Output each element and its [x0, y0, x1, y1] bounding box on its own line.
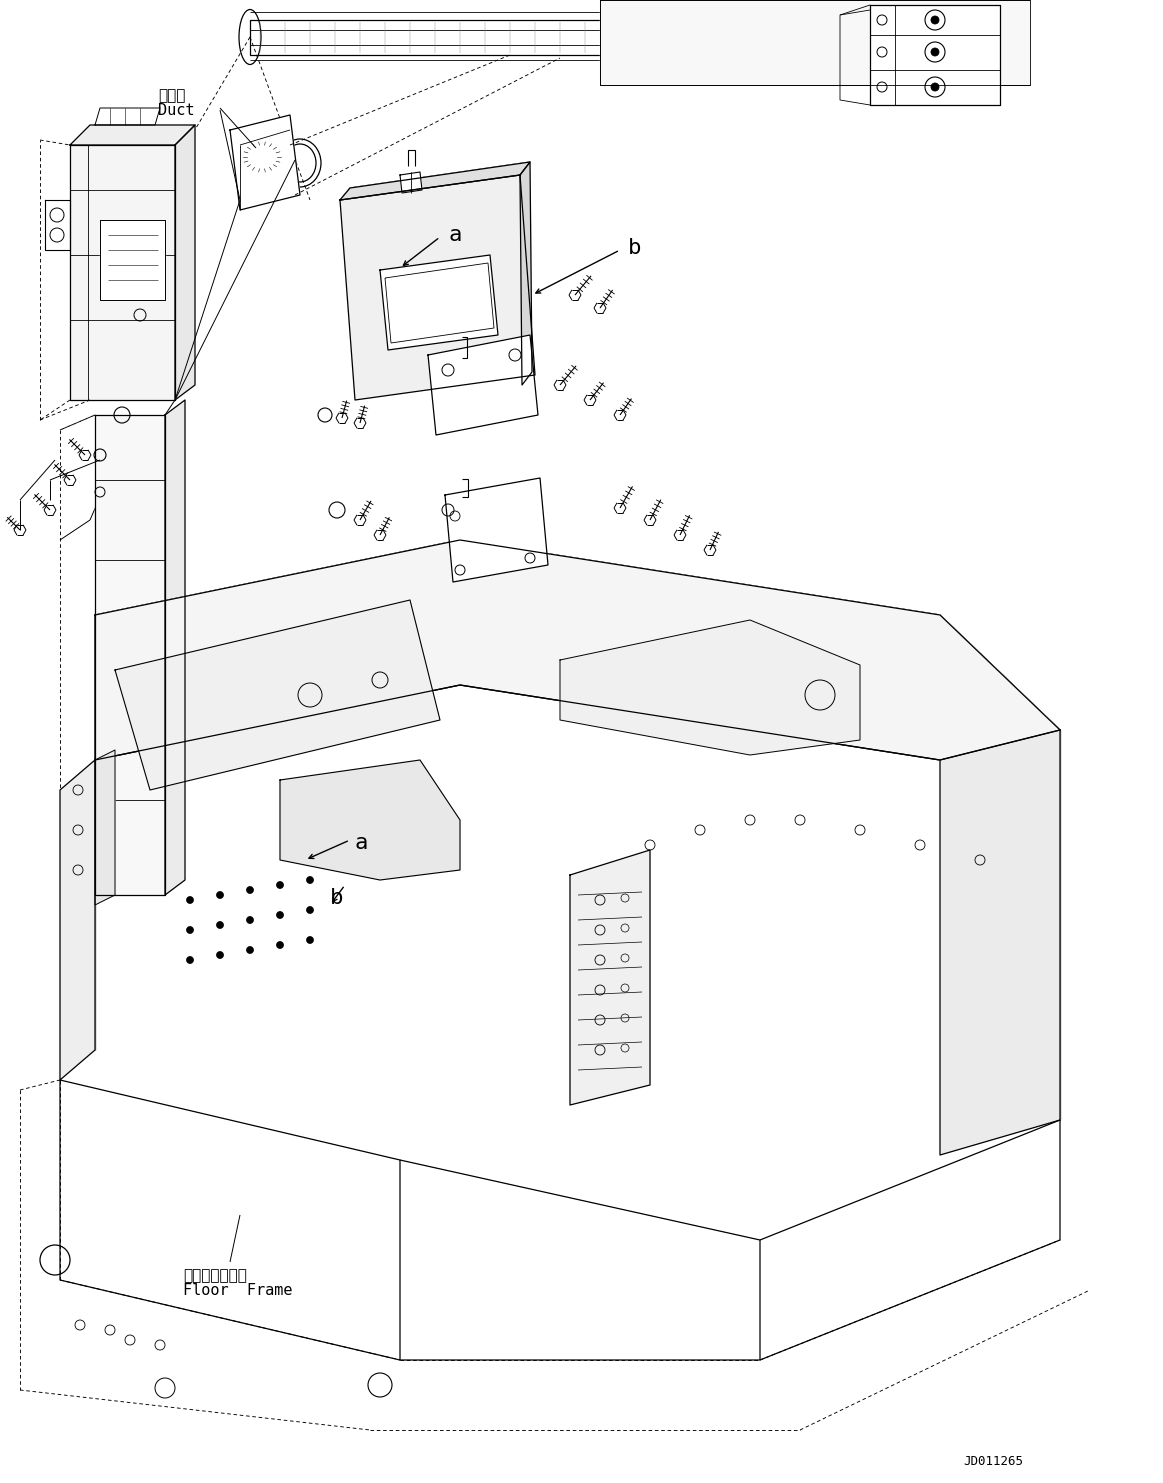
Circle shape	[277, 942, 284, 949]
Text: ダクト: ダクト	[158, 87, 185, 102]
Circle shape	[932, 47, 939, 56]
Circle shape	[216, 952, 223, 958]
Polygon shape	[340, 162, 530, 200]
Polygon shape	[445, 478, 548, 581]
Polygon shape	[520, 162, 531, 386]
Circle shape	[247, 887, 254, 893]
Circle shape	[277, 912, 284, 918]
Text: JD011265: JD011265	[963, 1455, 1023, 1468]
Polygon shape	[60, 759, 95, 1080]
Circle shape	[186, 927, 193, 933]
Polygon shape	[95, 750, 115, 905]
Polygon shape	[400, 172, 422, 193]
Text: b: b	[628, 237, 641, 258]
Polygon shape	[115, 601, 440, 790]
Polygon shape	[570, 850, 650, 1105]
Text: フロアフレーム: フロアフレーム	[183, 1268, 247, 1283]
Text: Floor  Frame: Floor Frame	[183, 1283, 293, 1298]
Circle shape	[307, 906, 314, 914]
Polygon shape	[428, 335, 538, 435]
Text: b: b	[330, 888, 343, 908]
Text: a: a	[448, 225, 462, 245]
Circle shape	[216, 921, 223, 928]
Polygon shape	[95, 540, 1059, 759]
Circle shape	[307, 876, 314, 884]
Circle shape	[307, 936, 314, 943]
Polygon shape	[70, 125, 195, 145]
Text: Duct: Duct	[158, 102, 194, 119]
Circle shape	[247, 916, 254, 924]
Circle shape	[932, 16, 939, 24]
Polygon shape	[561, 620, 859, 755]
Circle shape	[277, 881, 284, 888]
Polygon shape	[600, 0, 1030, 85]
Polygon shape	[940, 730, 1059, 1155]
Polygon shape	[70, 145, 174, 400]
Circle shape	[247, 946, 254, 954]
Circle shape	[216, 891, 223, 899]
Polygon shape	[45, 200, 70, 251]
Polygon shape	[280, 759, 461, 879]
Polygon shape	[100, 219, 165, 300]
Polygon shape	[95, 108, 160, 125]
Polygon shape	[95, 415, 165, 896]
Polygon shape	[165, 400, 185, 896]
Polygon shape	[340, 175, 535, 400]
Polygon shape	[230, 116, 300, 211]
Polygon shape	[870, 4, 1000, 105]
Circle shape	[932, 83, 939, 90]
Polygon shape	[380, 255, 498, 350]
Circle shape	[186, 957, 193, 964]
Circle shape	[186, 897, 193, 903]
Text: a: a	[355, 833, 369, 853]
Polygon shape	[174, 125, 195, 400]
